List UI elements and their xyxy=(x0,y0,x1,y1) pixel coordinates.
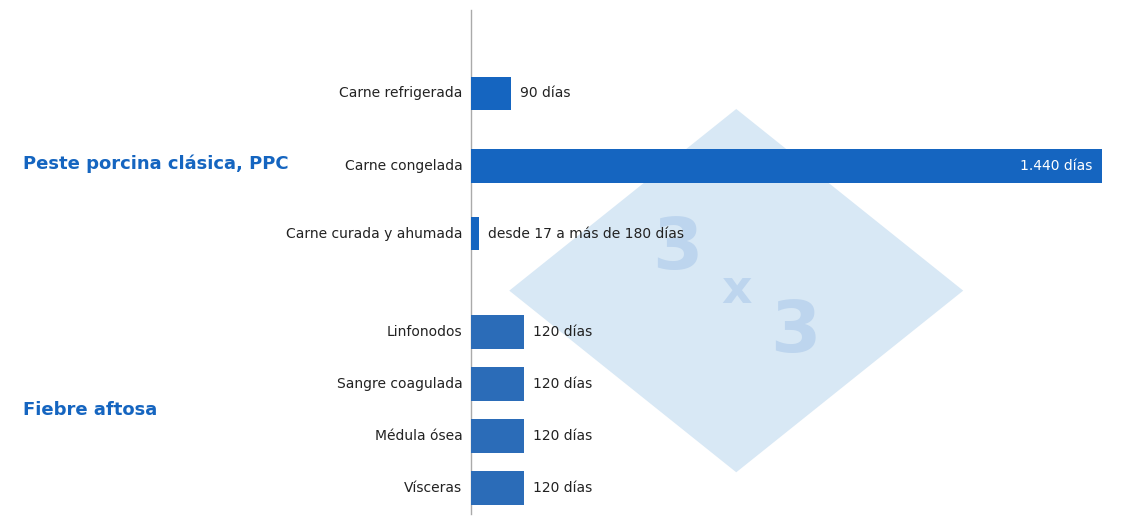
Text: 90 días: 90 días xyxy=(520,87,570,100)
Text: 120 días: 120 días xyxy=(533,429,592,443)
Text: x: x xyxy=(721,268,752,313)
Text: 120 días: 120 días xyxy=(533,377,592,391)
FancyBboxPatch shape xyxy=(471,419,524,453)
Text: Vísceras: Vísceras xyxy=(404,481,462,495)
Text: 120 días: 120 días xyxy=(533,481,592,495)
Polygon shape xyxy=(509,109,963,472)
Text: Carne congelada: Carne congelada xyxy=(344,159,462,173)
FancyBboxPatch shape xyxy=(471,77,511,111)
Text: Carne refrigerada: Carne refrigerada xyxy=(339,87,462,100)
Text: Sangre coagulada: Sangre coagulada xyxy=(336,377,462,391)
Text: 3: 3 xyxy=(770,298,820,366)
FancyBboxPatch shape xyxy=(471,217,479,250)
Text: 3: 3 xyxy=(652,215,702,283)
FancyBboxPatch shape xyxy=(471,367,524,401)
Text: Fiebre aftosa: Fiebre aftosa xyxy=(23,401,157,419)
Text: 1.440 días: 1.440 días xyxy=(1020,159,1093,173)
Text: Peste porcina clásica, PPC: Peste porcina clásica, PPC xyxy=(23,154,289,173)
Text: Carne curada y ahumada: Carne curada y ahumada xyxy=(286,227,462,240)
FancyBboxPatch shape xyxy=(471,315,524,349)
Text: desde 17 a más de 180 días: desde 17 a más de 180 días xyxy=(488,227,684,240)
Text: Médula ósea: Médula ósea xyxy=(375,429,462,443)
FancyBboxPatch shape xyxy=(471,471,524,504)
FancyBboxPatch shape xyxy=(471,149,1102,183)
Text: Linfonodos: Linfonodos xyxy=(386,325,462,339)
Text: 120 días: 120 días xyxy=(533,325,592,339)
